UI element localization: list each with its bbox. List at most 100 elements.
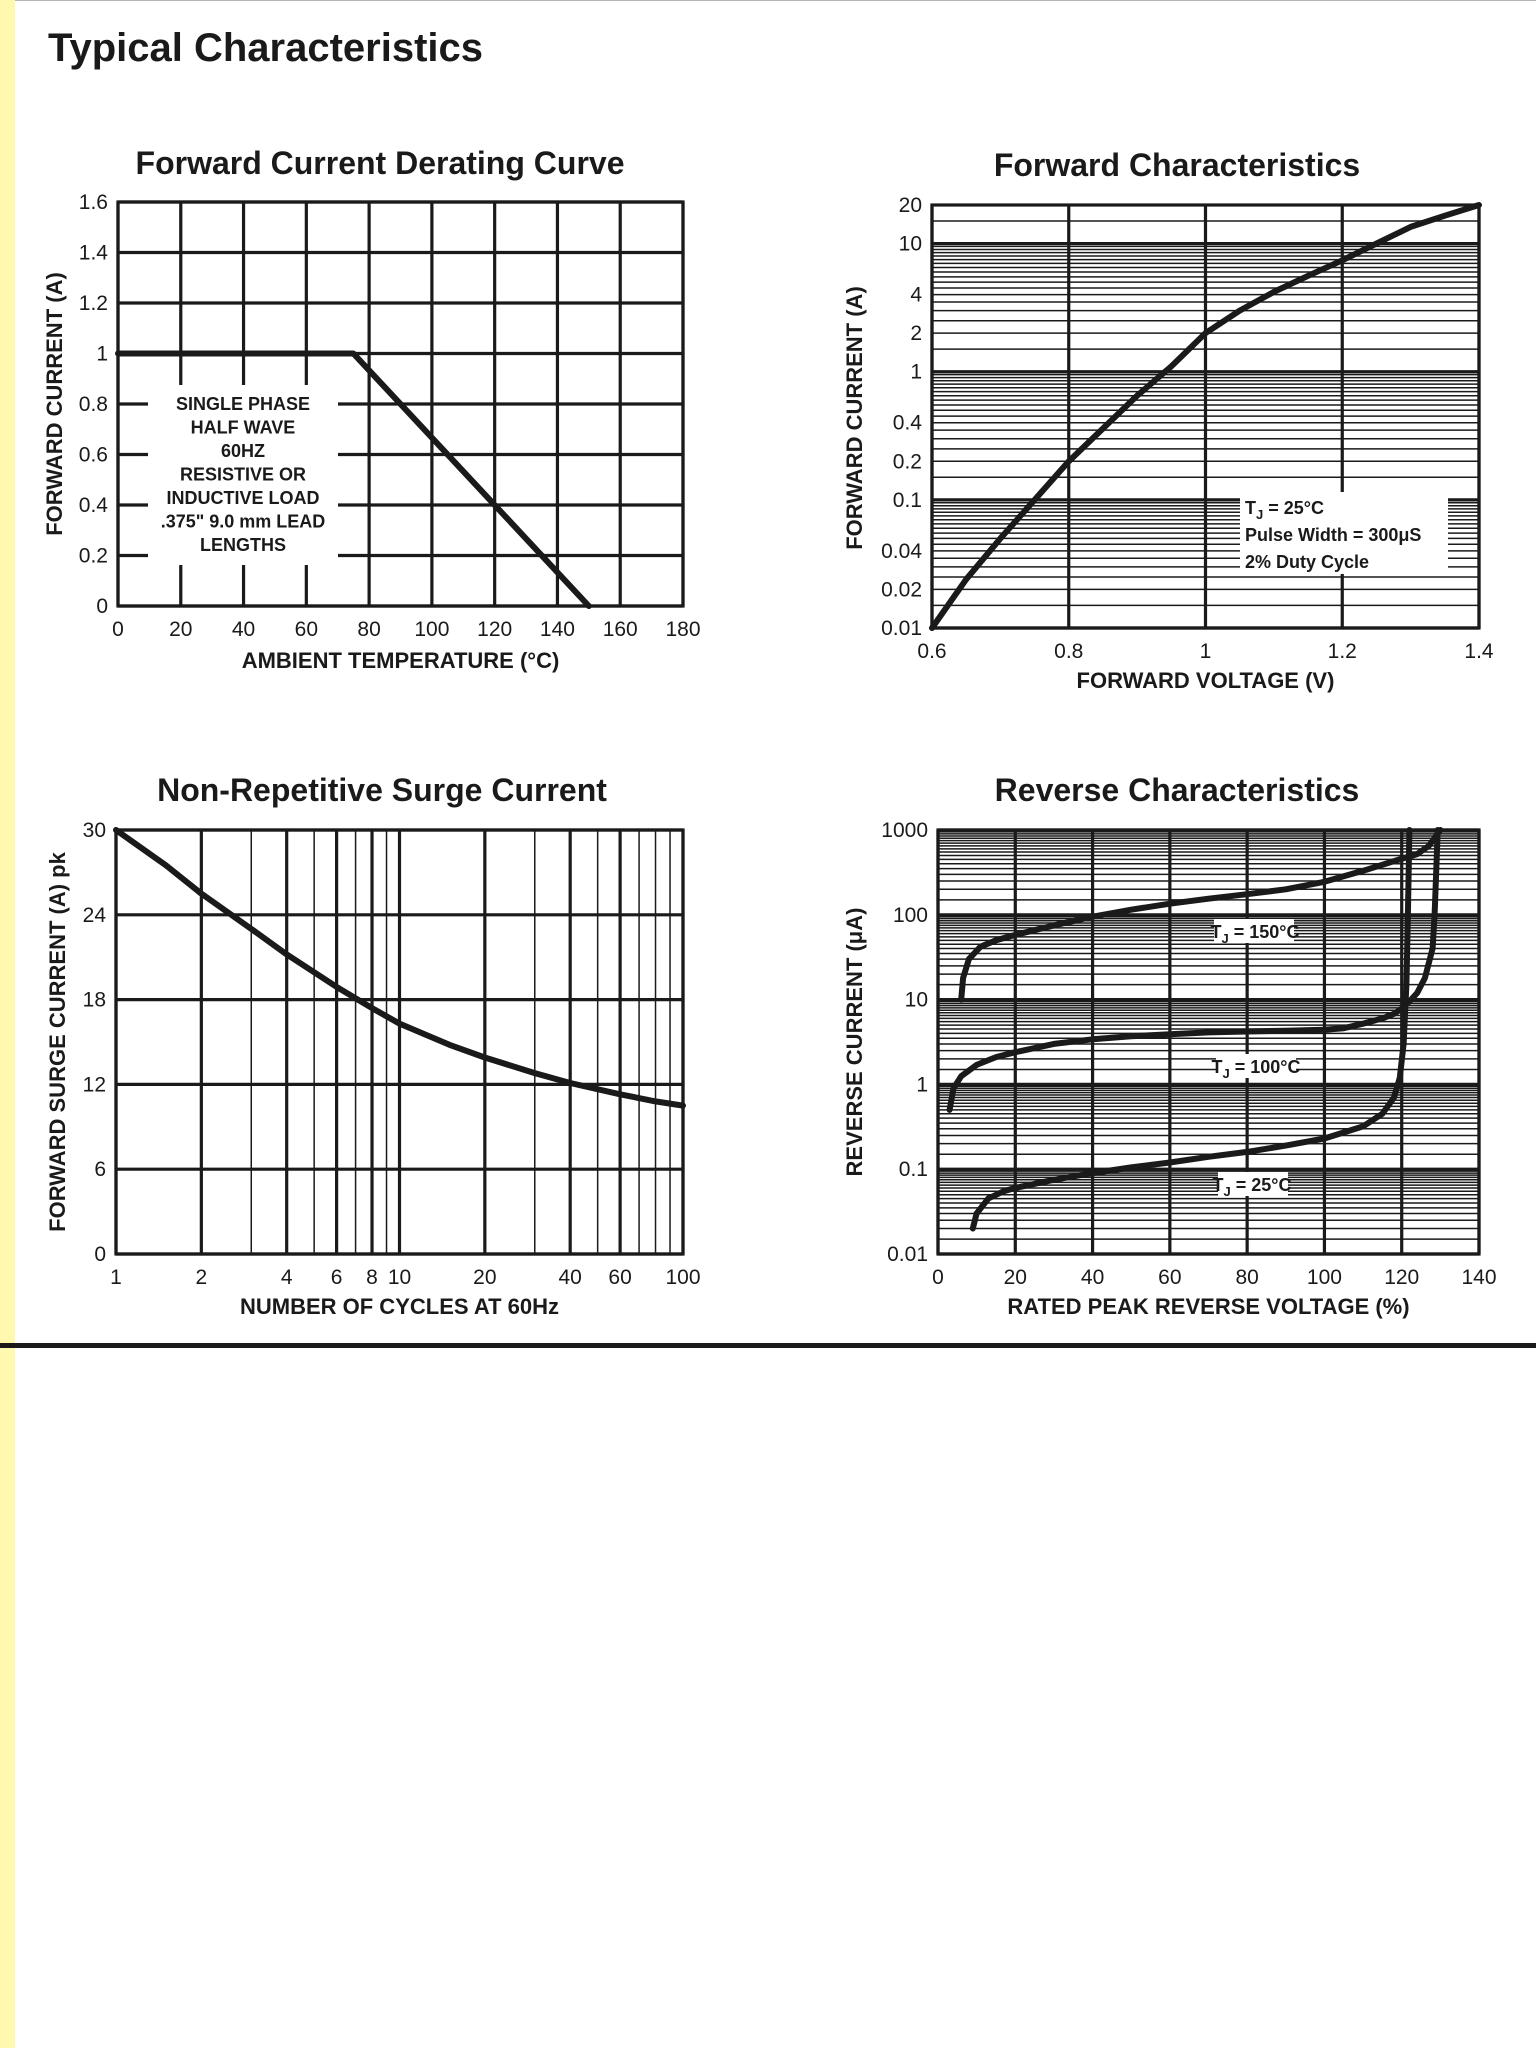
annotation-line: HALF WAVE xyxy=(191,418,296,438)
series-label-2: TJ = 100°C xyxy=(1212,1054,1301,1081)
x-tick-label: 180 xyxy=(665,618,700,641)
x-tick-label: 1.4 xyxy=(1464,640,1494,663)
annotation-background xyxy=(1240,492,1448,574)
page-title: Typical Characteristics xyxy=(48,26,484,70)
plot-frame xyxy=(114,828,685,1256)
x-tick-label: 2 xyxy=(195,1266,207,1289)
series-label-1: TJ = 150°C xyxy=(1211,919,1300,946)
x-tick-label: 1.2 xyxy=(1328,640,1357,663)
series-label-bg xyxy=(1216,1054,1296,1078)
chart-forward: Forward Characteristics 0.6 0.8 1 1.2 1.4 0.01… xyxy=(842,147,1494,693)
chart-reverse-grid xyxy=(936,828,1481,1256)
x-tick-label: 60 xyxy=(295,618,318,641)
top-rule xyxy=(15,0,1536,1)
chart-title: Forward Current Derating Curve xyxy=(136,145,625,181)
x-tick-label: 0.6 xyxy=(917,640,946,663)
x-tick-label: 0 xyxy=(932,1266,944,1289)
series-line-2 xyxy=(946,827,1441,1113)
x-tick-label: 60 xyxy=(1158,1266,1181,1289)
y-tick-label: 24 xyxy=(83,904,107,927)
annotation-line: SINGLE PHASE xyxy=(176,394,310,414)
chart-derating: Forward Current Derating Curve 0 20 40 60 80 1… xyxy=(42,145,701,673)
x-tick-label: 8 xyxy=(366,1266,378,1289)
y-tick-label: 0.2 xyxy=(79,545,108,568)
annotation-line: Pulse Width = 300μS xyxy=(1245,525,1421,545)
chart-title: Forward Characteristics xyxy=(994,147,1360,183)
y-tick-label: 0.1 xyxy=(899,1158,928,1181)
x-tick-label: 20 xyxy=(473,1266,496,1289)
series-label-text: TJ = 100°C xyxy=(1212,1057,1301,1081)
x-tick-label: 40 xyxy=(232,618,255,641)
y-tick-label: 1 xyxy=(910,361,922,384)
annotation-line: .375" 9.0 mm LEAD xyxy=(161,512,326,532)
x-axis-label: NUMBER OF CYCLES AT 60Hz xyxy=(240,1294,559,1319)
series-line-1 xyxy=(115,350,592,609)
y-tick-label: 18 xyxy=(83,989,106,1012)
x-axis-label: RATED PEAK REVERSE VOLTAGE (%) xyxy=(1007,1294,1409,1319)
annotation-line: RESISTIVE OR xyxy=(180,465,306,485)
x-tick-label: 140 xyxy=(1461,1266,1496,1289)
series-label-text: TJ = 150°C xyxy=(1211,922,1300,946)
side-band xyxy=(0,0,15,2048)
x-tick-label: 6 xyxy=(331,1266,343,1289)
y-tick-label: 0.2 xyxy=(893,450,922,473)
x-tick-label: 40 xyxy=(1081,1266,1104,1289)
x-tick-label: 0 xyxy=(112,618,124,641)
plot-frame xyxy=(936,828,1481,1256)
series-label-text: TJ = 25°C xyxy=(1213,1175,1292,1199)
x-tick-label: 120 xyxy=(477,618,512,641)
plot-frame xyxy=(930,203,1481,630)
series-line-1 xyxy=(929,202,1482,631)
y-tick-label: 2 xyxy=(910,322,922,345)
series-line-1 xyxy=(958,827,1444,1003)
y-tick-label: 30 xyxy=(83,819,106,842)
y-tick-label: 0.1 xyxy=(893,489,922,512)
annotation-line: LENGTHS xyxy=(200,535,286,555)
y-tick-label: 20 xyxy=(899,194,922,217)
series-label-bg xyxy=(1218,1172,1288,1196)
x-axis-label: FORWARD VOLTAGE (V) xyxy=(1077,668,1335,693)
y-tick-label: 0 xyxy=(94,1243,106,1266)
y-tick-label: 0 xyxy=(96,595,108,618)
y-tick-label: 12 xyxy=(83,1073,106,1096)
x-tick-label: 80 xyxy=(1235,1266,1258,1289)
annotation-line: TJ = 25°C xyxy=(1245,498,1324,522)
series-label-bg xyxy=(1214,919,1294,943)
y-tick-label: 0.8 xyxy=(79,393,108,416)
chart-title: Reverse Characteristics xyxy=(995,772,1360,808)
x-tick-label: 100 xyxy=(665,1266,700,1289)
y-tick-label: 1 xyxy=(96,343,108,366)
annotation-line: INDUCTIVE LOAD xyxy=(167,488,320,508)
y-tick-label: 4 xyxy=(910,284,922,307)
plot-frame xyxy=(116,200,685,608)
y-tick-label: 10 xyxy=(899,233,922,256)
y-tick-label: 1.4 xyxy=(79,242,109,265)
y-tick-label: 1000 xyxy=(881,819,928,842)
y-tick-label: 0.01 xyxy=(881,617,922,640)
chart-reverse: Reverse Characteristics 0 20 40 60 80 100 120 14… xyxy=(842,772,1497,1319)
y-tick-label: 0.02 xyxy=(881,578,922,601)
x-tick-label: 100 xyxy=(1307,1266,1342,1289)
x-tick-label: 1 xyxy=(1200,640,1212,663)
y-axis-label: FORWARD SURGE CURRENT (A) pk xyxy=(45,851,70,1231)
x-tick-label: 40 xyxy=(559,1266,582,1289)
annotation-line: 2% Duty Cycle xyxy=(1245,552,1369,572)
y-tick-label: 0.4 xyxy=(79,494,109,517)
x-tick-label: 100 xyxy=(414,618,449,641)
y-tick-label: 10 xyxy=(905,989,928,1012)
x-tick-label: 4 xyxy=(281,1266,293,1289)
y-axis-label: REVERSE CURRENT (μA) xyxy=(842,908,867,1177)
annotation-box: SINGLE PHASE HALF WAVE 60HZ RESISTIVE OR IND… xyxy=(148,385,338,565)
x-tick-label: 160 xyxy=(603,618,638,641)
section-divider xyxy=(0,1343,1536,1348)
x-tick-label: 20 xyxy=(169,618,192,641)
y-tick-label: 0.01 xyxy=(887,1243,928,1266)
series-label-3: TJ = 25°C xyxy=(1213,1172,1292,1199)
x-axis-label: AMBIENT TEMPERATURE (°C) xyxy=(242,648,560,673)
y-tick-label: 0.6 xyxy=(79,444,108,467)
chart-forward-grid xyxy=(930,204,1481,630)
series-line-1 xyxy=(113,827,686,1109)
y-axis-label: FORWARD CURRENT (A) xyxy=(42,272,67,536)
